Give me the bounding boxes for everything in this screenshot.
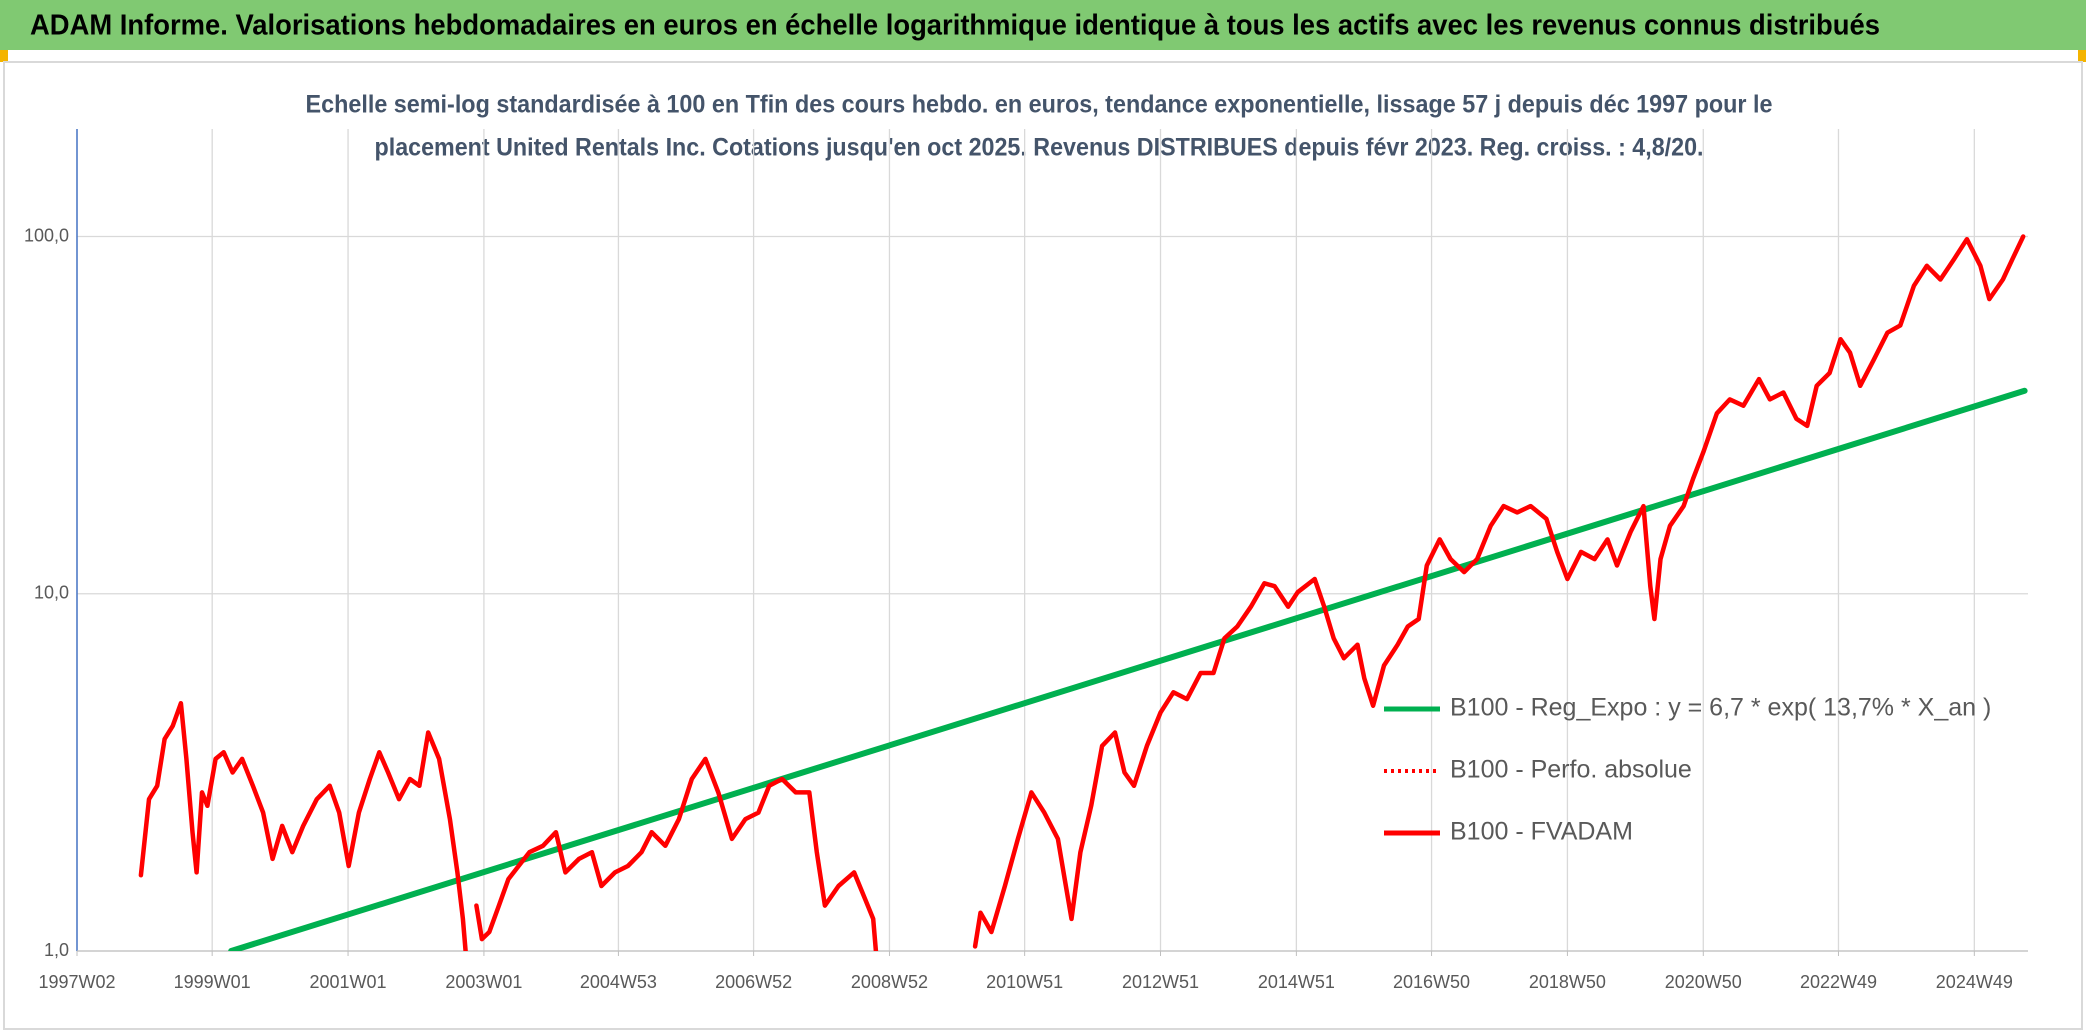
x-tick-label: 2018W50 [1529, 972, 1606, 992]
x-tick-label: 2008W52 [851, 972, 928, 992]
x-tick-label: 2020W50 [1665, 972, 1742, 992]
series-line [228, 387, 2028, 951]
plot [138, 234, 2028, 951]
legend-label: B100 - Reg_Expo : y = 6,7 * exp( 13,7% *… [1450, 694, 1991, 722]
y-tick-label: 100,0 [24, 225, 69, 245]
x-tick-label: 2006W52 [715, 972, 792, 992]
chart-title: placement United Rentals Inc. Cotations … [375, 134, 1704, 162]
legend-label: B100 - Perfo. absolue [1450, 756, 1692, 784]
header-title: ADAM Informe. Valorisations hebdomadaire… [30, 10, 1880, 42]
y-tick-label: 1,0 [44, 940, 69, 960]
chart-title: Echelle semi-log standardisée à 100 en T… [306, 91, 1773, 119]
series-line [138, 234, 2026, 951]
x-tick-label: 2014W51 [1258, 972, 1335, 992]
x-tick-label: 2012W51 [1122, 972, 1199, 992]
x-tick-label: 2001W01 [310, 972, 387, 992]
x-tick-label: 2016W50 [1393, 972, 1470, 992]
legend-label: B100 - FVADAM [1450, 818, 1633, 846]
y-tick-label: 10,0 [34, 583, 69, 603]
header-banner [0, 0, 2086, 50]
x-tick-label: 1999W01 [174, 972, 251, 992]
x-tick-label: 2003W01 [445, 972, 522, 992]
x-tick-label: 1997W02 [38, 972, 115, 992]
corner-mark [2078, 50, 2086, 62]
corner-mark [0, 50, 8, 62]
chart-area [3, 61, 2083, 1030]
x-tick-label: 2004W53 [580, 972, 657, 992]
x-tick-label: 2024W49 [1936, 972, 2013, 992]
x-tick-label: 2022W49 [1800, 972, 1877, 992]
x-tick-label: 2010W51 [986, 972, 1063, 992]
